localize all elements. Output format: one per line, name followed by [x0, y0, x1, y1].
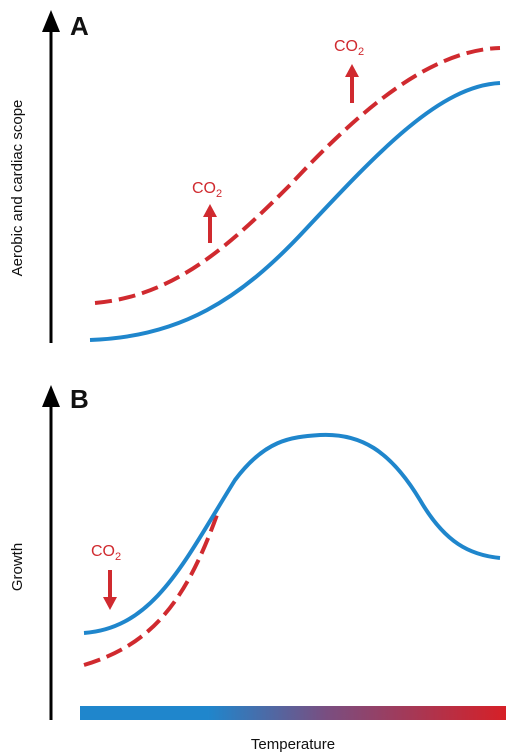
co2-label-subscript: 2	[216, 188, 222, 200]
panel-a-baseline-curve	[89, 81, 501, 342]
panel-b-y-axis-label: Growth	[9, 543, 26, 591]
panel-a-letter: A	[70, 11, 89, 41]
panel-a-elevated-co2-curve	[94, 46, 501, 305]
co2-label: CO2	[334, 38, 364, 58]
panel-b-co2-annotation: CO2	[91, 543, 121, 610]
panel-b-y-axis-arrowhead-icon	[42, 385, 60, 407]
co2-label: CO2	[91, 543, 121, 563]
up-arrow-icon	[345, 64, 359, 77]
co2-label-subscript: 2	[358, 46, 364, 58]
temperature-axis: Temperature	[80, 706, 506, 753]
panel-b-elevated-co2-curve	[83, 511, 220, 667]
up-arrow-shaft	[350, 75, 354, 103]
panel-b-letter: B	[70, 384, 89, 414]
up-arrow-shaft	[208, 215, 212, 243]
co2-label-text: CO	[334, 38, 358, 55]
panel-a-y-axis-arrowhead-icon	[42, 10, 60, 32]
temperature-axis-label: Temperature	[251, 736, 335, 753]
panel-a: A Aerobic and cardiac scope CO2 CO2	[9, 10, 501, 343]
co2-label-subscript: 2	[115, 551, 121, 563]
panel-a-co2-annotation-1: CO2	[192, 180, 222, 243]
co2-label-text: CO	[192, 180, 216, 197]
co2-label: CO2	[192, 180, 222, 200]
panel-a-y-axis-label: Aerobic and cardiac scope	[9, 100, 26, 277]
down-arrow-shaft	[108, 570, 112, 598]
panel-a-co2-annotation-2: CO2	[334, 38, 364, 103]
panel-b-baseline-curve	[83, 432, 501, 635]
up-arrow-icon	[203, 204, 217, 217]
co2-label-text: CO	[91, 543, 115, 560]
down-arrow-icon	[103, 597, 117, 610]
panel-b: B Growth CO2	[9, 384, 501, 720]
temperature-gradient-bar	[80, 706, 506, 720]
